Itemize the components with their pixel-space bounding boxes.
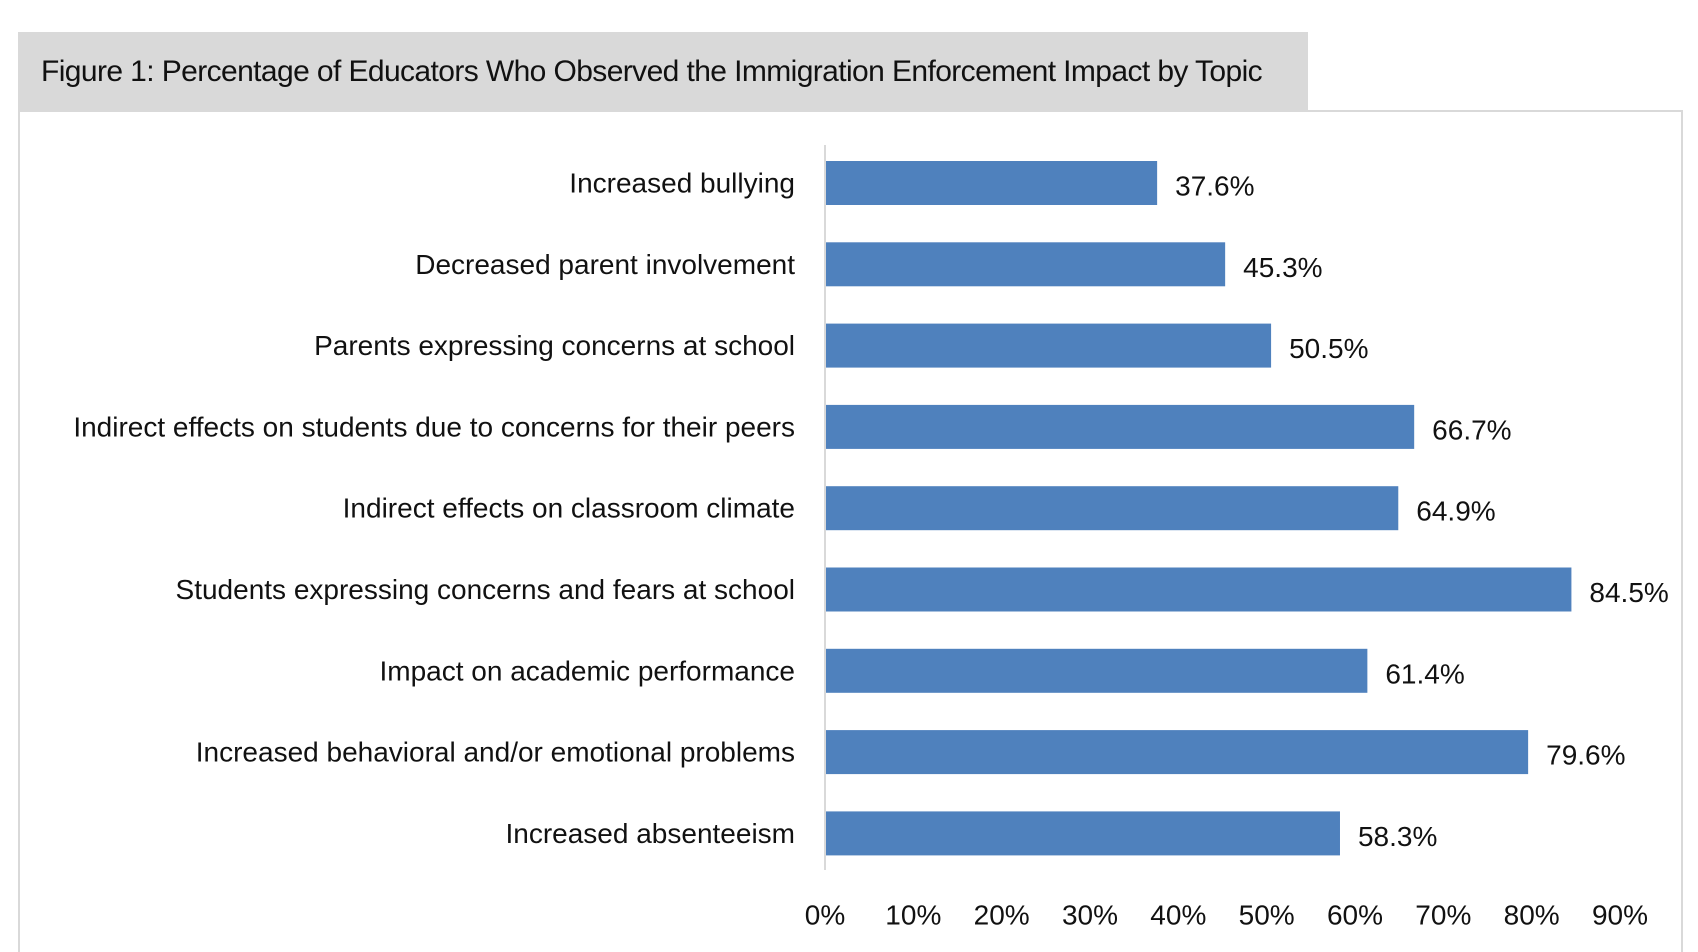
category-label-2: Parents expressing concerns at school (314, 330, 795, 361)
bar-4 (826, 486, 1399, 531)
x-tick-label-3: 30% (1062, 900, 1118, 931)
value-label-0: 37.6% (1175, 171, 1254, 202)
x-tick-label-2: 20% (974, 900, 1030, 931)
x-tick-label-0: 0% (805, 900, 845, 931)
figure-title-bar: Figure 1: Percentage of Educators Who Ob… (18, 32, 1308, 112)
bar-8 (826, 811, 1340, 856)
category-label-8: Increased absenteeism (505, 818, 795, 849)
category-label-7: Increased behavioral and/or emotional pr… (196, 737, 795, 768)
value-label-4: 64.9% (1416, 496, 1495, 527)
x-tick-label-4: 40% (1150, 900, 1206, 931)
category-label-0: Increased bullying (569, 168, 795, 199)
category-label-5: Students expressing concerns and fears a… (176, 574, 795, 605)
chart-frame (18, 110, 1683, 952)
value-label-5: 84.5% (1589, 577, 1668, 608)
x-tick-label-9: 90% (1592, 900, 1648, 931)
bar-2 (826, 323, 1272, 368)
x-tick-label-8: 80% (1504, 900, 1560, 931)
x-tick-label-5: 50% (1239, 900, 1295, 931)
bar-3 (826, 404, 1415, 449)
value-label-1: 45.3% (1243, 252, 1322, 283)
value-label-3: 66.7% (1432, 414, 1511, 445)
value-label-6: 61.4% (1385, 658, 1464, 689)
value-label-8: 58.3% (1358, 821, 1437, 852)
bar-1 (826, 242, 1226, 287)
x-tick-label-6: 60% (1327, 900, 1383, 931)
category-label-1: Decreased parent involvement (415, 249, 795, 280)
bar-6 (826, 648, 1368, 693)
bar-5 (826, 567, 1572, 612)
category-label-4: Indirect effects on classroom climate (343, 493, 795, 524)
value-label-2: 50.5% (1289, 333, 1368, 364)
x-tick-label-1: 10% (885, 900, 941, 931)
bar-0 (826, 161, 1158, 205)
value-label-7: 79.6% (1546, 740, 1625, 771)
bar-7 (826, 730, 1529, 775)
x-tick-label-7: 70% (1415, 900, 1471, 931)
category-label-6: Impact on academic performance (379, 655, 795, 686)
figure-title: Figure 1: Percentage of Educators Who Ob… (41, 55, 1263, 88)
category-label-3: Indirect effects on students due to conc… (73, 411, 795, 442)
